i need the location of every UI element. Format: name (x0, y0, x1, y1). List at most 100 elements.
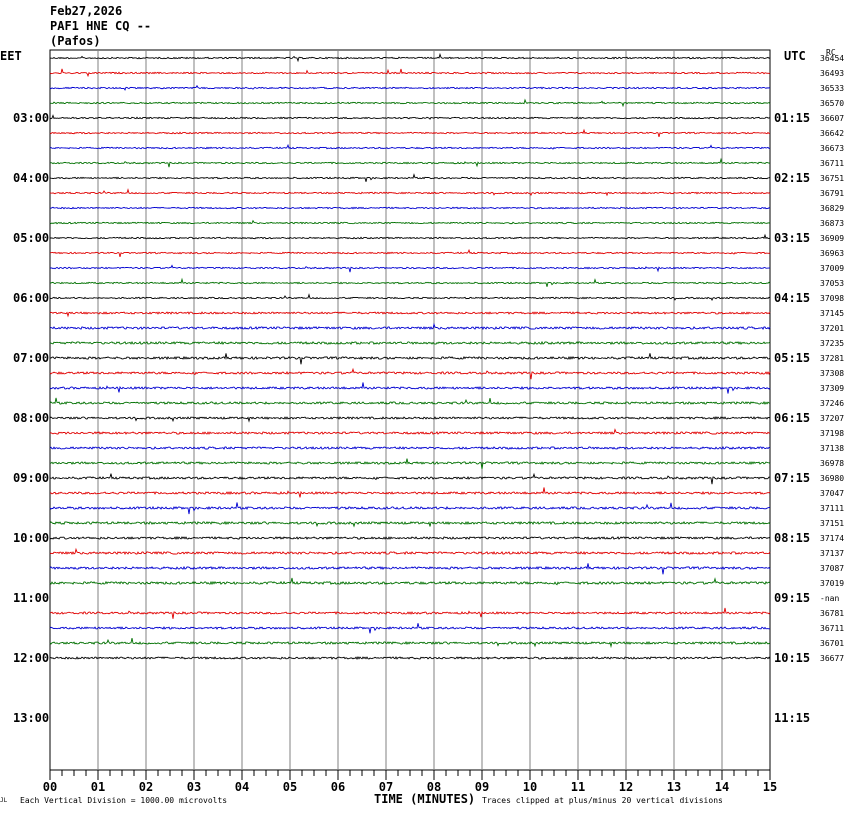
row-value: 37198 (820, 429, 844, 438)
row-value: 37145 (820, 309, 844, 318)
row-value: 36454 (820, 54, 844, 63)
eet-hour-label: 03:00 (13, 111, 49, 125)
trace-row (49, 248, 771, 258)
row-value: 36642 (820, 129, 844, 138)
row-value: 37087 (820, 564, 844, 573)
x-tick-label: 09 (475, 780, 489, 794)
trace-row (49, 322, 771, 331)
utc-hour-label: 04:15 (774, 291, 810, 305)
x-tick-label: 04 (235, 780, 249, 794)
row-value: 37246 (820, 399, 844, 408)
location-label: (Pafos) (50, 34, 101, 48)
trace-row (49, 293, 771, 301)
row-value: 37207 (820, 414, 844, 423)
row-value: 37281 (820, 354, 844, 363)
row-value: 36711 (820, 624, 844, 633)
plot-frame (49, 49, 771, 771)
eet-hour-label: 07:00 (13, 351, 49, 365)
station-label: PAF1 HNE CQ -- (50, 19, 152, 33)
x-axis-ticks: 00 01 02 03 04 05 06 07 08 09 10 11 12 13 14 15 (43, 770, 777, 794)
utc-hour-label: 01:15 (774, 111, 810, 125)
eet-timezone-label: EET (0, 49, 22, 63)
row-value: 36909 (820, 234, 844, 243)
trace-row (49, 563, 771, 575)
trace-row (49, 458, 771, 469)
utc-hour-label: 02:15 (774, 171, 810, 185)
utc-hour-label: 10:15 (774, 651, 810, 665)
trace-row (49, 472, 771, 485)
row-value: 37235 (820, 339, 844, 348)
eet-hour-label: 10:00 (13, 531, 49, 545)
trace-row (49, 173, 771, 182)
row-value: 36701 (820, 639, 844, 648)
row-value: 36791 (820, 189, 844, 198)
utc-hour-labels: 01:15 02:15 03:15 04:15 05:15 06:15 07:15 08:15… (774, 111, 810, 725)
trace-row (49, 340, 771, 346)
row-value: 36873 (820, 219, 844, 228)
eet-hour-label: 13:00 (13, 711, 49, 725)
row-value: 37111 (820, 504, 844, 513)
trace-row (49, 143, 771, 150)
x-tick-label: 02 (139, 780, 153, 794)
row-value: 37019 (820, 579, 844, 588)
row-value: 36607 (820, 114, 844, 123)
grid (49, 49, 771, 771)
corner-mark: JL (0, 797, 8, 804)
row-value: 36533 (820, 84, 844, 93)
trace-row (49, 397, 771, 405)
utc-hour-label: 08:15 (774, 531, 810, 545)
row-value: 37137 (820, 549, 844, 558)
utc-hour-label: 07:15 (774, 471, 810, 485)
scale-note: Each Vertical Division = 1000.00 microvo… (20, 796, 228, 805)
eet-hour-label: 06:00 (13, 291, 49, 305)
row-value: 36711 (820, 159, 844, 168)
row-value: 36751 (820, 174, 844, 183)
row-value: 36829 (820, 204, 844, 213)
trace-row (49, 577, 771, 586)
trace-row (49, 188, 771, 197)
x-tick-label: 06 (331, 780, 345, 794)
row-value: 36781 (820, 609, 844, 618)
eet-hour-label: 08:00 (13, 411, 49, 425)
corner-label: RC (826, 48, 836, 57)
trace-row (49, 311, 771, 318)
row-value: 37309 (820, 384, 844, 393)
trace-row (49, 98, 771, 108)
trace-row (49, 128, 771, 138)
row-value: 37308 (820, 369, 844, 378)
trace-row (49, 502, 771, 515)
x-tick-label: 13 (667, 780, 681, 794)
utc-hour-label: 05:15 (774, 351, 810, 365)
x-tick-label: 03 (187, 780, 201, 794)
trace-row (49, 446, 771, 450)
row-value: 37201 (820, 324, 844, 333)
row-value: 37009 (820, 264, 844, 273)
trace-row (49, 52, 771, 63)
trace-row (49, 547, 771, 556)
trace-row (50, 353, 771, 365)
trace-row (49, 607, 771, 619)
traces (49, 52, 771, 660)
x-tick-label: 10 (523, 780, 537, 794)
row-value: 37138 (820, 444, 844, 453)
trace-row (50, 277, 771, 287)
x-tick-label: 00 (43, 780, 57, 794)
utc-timezone-label: UTC (784, 49, 806, 63)
trace-row (49, 367, 771, 380)
trace-row (49, 157, 771, 168)
x-tick-label: 11 (571, 780, 585, 794)
row-values: 36454 36493 36533 36570 36607 36642 36673 36711… (820, 54, 844, 663)
trace-row (50, 264, 771, 273)
trace-row (49, 68, 771, 78)
x-tick-label: 15 (763, 780, 777, 794)
eet-hour-label: 09:00 (13, 471, 49, 485)
trace-row (49, 219, 771, 225)
trace-row (49, 656, 771, 660)
trace-row (50, 233, 771, 240)
x-tick-label: 14 (715, 780, 729, 794)
trace-row (49, 84, 771, 91)
trace-row (49, 520, 771, 528)
utc-hour-label: 09:15 (774, 591, 810, 605)
row-value: 36978 (820, 459, 844, 468)
